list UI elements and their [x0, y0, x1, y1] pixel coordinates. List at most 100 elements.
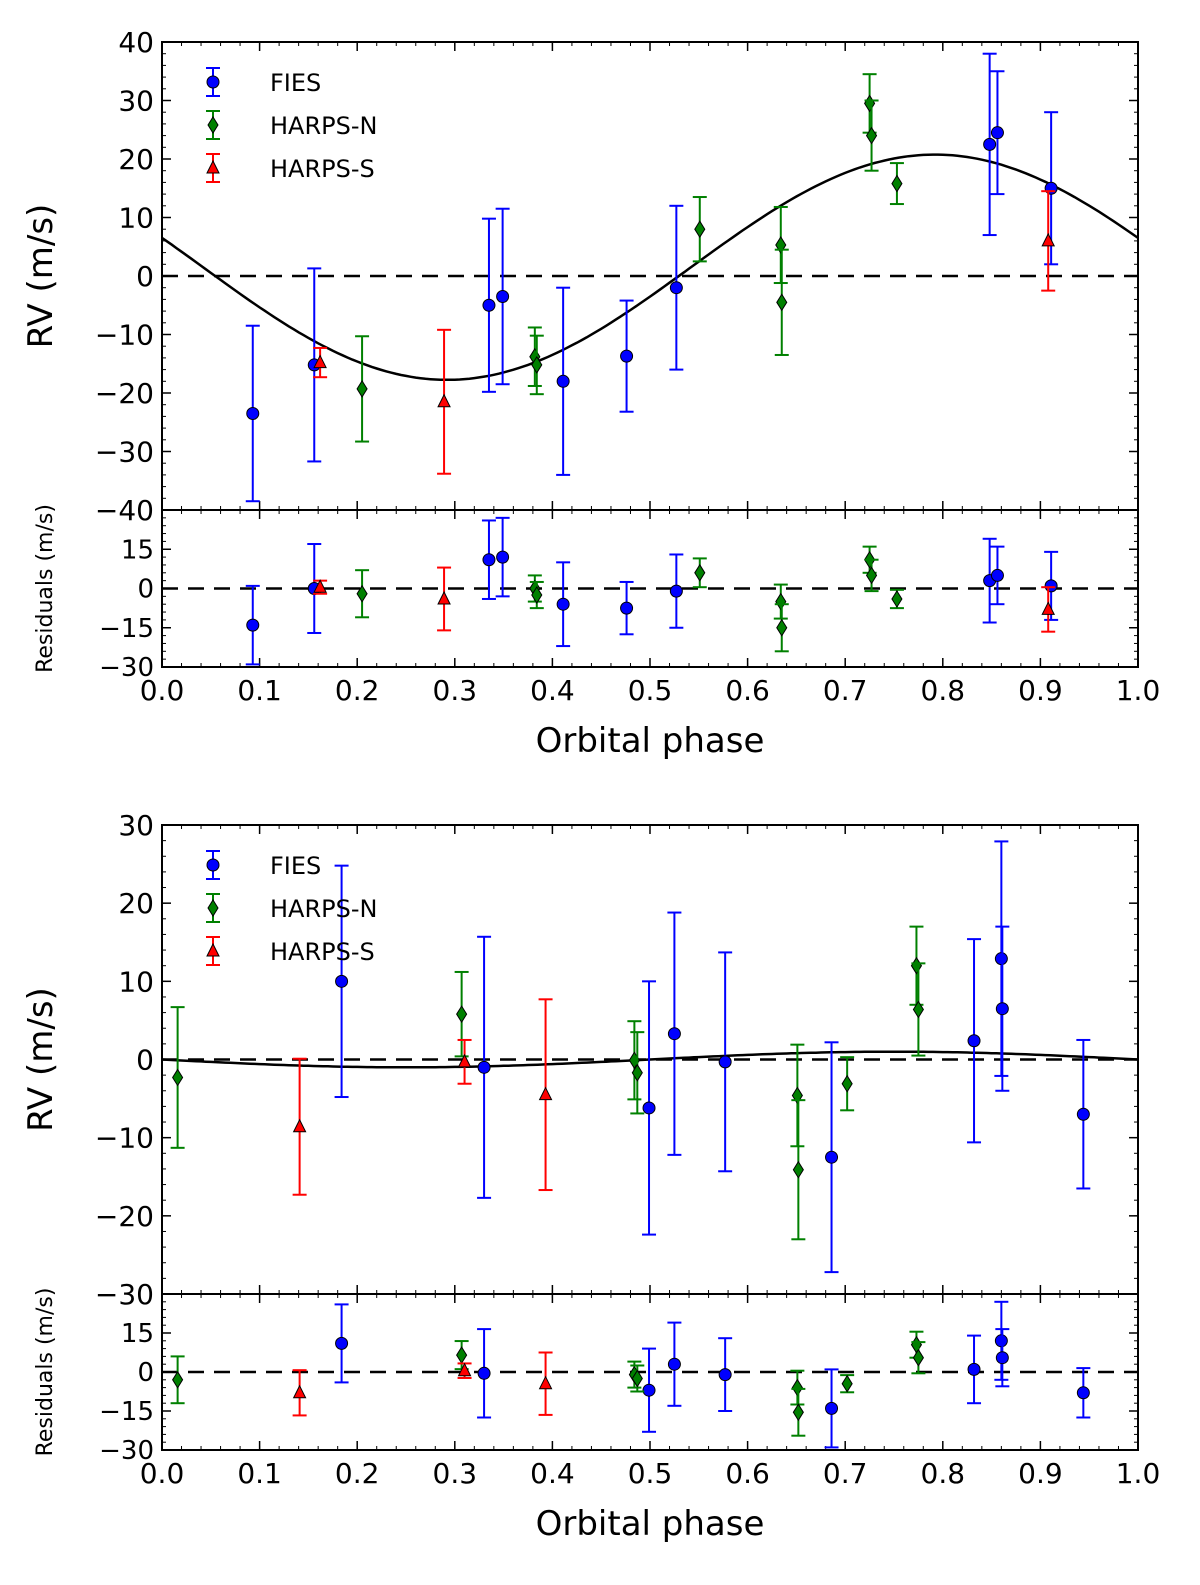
legend-label: HARPS-N	[270, 895, 377, 923]
rv-point-marker	[792, 1160, 804, 1179]
legend-marker-harps-s-marker	[206, 159, 220, 174]
rv-point-marker	[667, 1027, 681, 1041]
rv-point-marker	[776, 293, 788, 312]
y-axis-title: RV (m/s)	[21, 204, 61, 349]
residual-point-marker	[1076, 1386, 1090, 1400]
residual-axis-title: Residuals (m/s)	[33, 504, 58, 673]
rv-point-marker	[531, 355, 543, 374]
rv-point-marker	[864, 94, 876, 113]
rv-point-marker	[694, 220, 706, 239]
y-tick-label: 0	[136, 260, 154, 293]
rv-point-marker	[457, 1053, 472, 1068]
rv-point-marker	[292, 1118, 307, 1133]
residual-y-tick-label: 15	[121, 1319, 154, 1349]
legend: FIES HARPS-N HARPS-S	[206, 67, 377, 183]
rv-point-marker	[1076, 1107, 1090, 1121]
x-axis-title: Orbital phase	[536, 1504, 765, 1544]
residual-point-marker	[531, 586, 543, 604]
legend-marker-harps-n-marker	[207, 116, 219, 134]
rv-point-marker	[246, 406, 260, 420]
residual-point-marker	[841, 1374, 853, 1393]
rv-point-marker	[313, 354, 327, 369]
residual-point-marker	[631, 1369, 643, 1388]
series-harps-s	[313, 190, 1056, 633]
x-tick-label: 0.0	[140, 1457, 185, 1490]
y-tick-label: 0	[136, 1044, 154, 1077]
rv-point-marker	[669, 281, 683, 295]
rv-point-marker	[841, 1074, 853, 1093]
x-tick-label: 0.1	[237, 674, 282, 707]
rv-point-marker	[477, 1060, 491, 1074]
residual-y-tick-label: 0	[137, 575, 154, 605]
residual-y-tick-label: −30	[99, 1436, 154, 1466]
series-harps-n	[170, 925, 926, 1437]
residual-point-marker	[477, 1366, 491, 1380]
legend-marker-harps-n-marker	[207, 899, 219, 917]
residual-point-marker	[694, 563, 706, 582]
y-tick-label: −40	[95, 494, 154, 527]
residual-y-tick-label: −15	[99, 614, 154, 644]
x-tick-label: 0.6	[725, 1457, 770, 1490]
x-axis-title: Orbital phase	[536, 721, 765, 761]
residual-point-marker	[556, 597, 570, 611]
residual-point-marker	[910, 1335, 923, 1354]
residual-y-tick-label: 0	[137, 1358, 154, 1388]
legend-marker-harps-s-marker	[206, 942, 220, 957]
x-tick-label: 0.8	[921, 1457, 966, 1490]
residual-point-marker	[667, 1357, 681, 1371]
rv-point-marker	[642, 1101, 656, 1115]
residual-point-marker	[995, 1351, 1009, 1365]
legend-label: HARPS-N	[270, 112, 377, 140]
y-tick-label: 30	[118, 85, 154, 118]
residual-point-marker	[825, 1401, 839, 1415]
y-tick-label: −20	[95, 1200, 154, 1233]
y-tick-label: 20	[118, 887, 154, 920]
residual-axis-title: Residuals (m/s)	[33, 1288, 58, 1457]
residual-point-marker	[1044, 579, 1058, 593]
residual-point-marker	[865, 566, 878, 585]
legend: FIES HARPS-N HARPS-S	[206, 850, 377, 966]
x-tick-label: 0.5	[628, 674, 673, 707]
rv-point-marker	[1041, 232, 1056, 247]
residual-point-marker	[246, 618, 260, 632]
rv-point-marker	[437, 393, 451, 408]
rv-axes: 40 30 20 10 0 −10 −20 −30 −40	[95, 26, 1139, 527]
residual-point-marker	[482, 553, 496, 567]
x-tick-label: 1.0	[1116, 674, 1161, 707]
series-fies	[334, 840, 1091, 1449]
x-tick-label: 0.5	[628, 1457, 673, 1490]
rv-point-marker	[912, 1000, 924, 1019]
legend-label: FIES	[270, 852, 321, 880]
rv-point-marker	[1044, 181, 1058, 195]
y-tick-label: 10	[118, 965, 154, 998]
x-tick-label: 0.3	[433, 674, 478, 707]
residual-point-marker	[356, 584, 368, 603]
rv-point-marker	[967, 1034, 981, 1048]
residual-point-marker	[437, 590, 451, 605]
residual-y-tick-label: −30	[99, 653, 154, 683]
rv-point-marker	[983, 137, 997, 151]
rv-point-marker	[482, 298, 496, 312]
rv-point-marker	[910, 956, 923, 975]
y-tick-label: −30	[95, 436, 154, 469]
residual-point-marker	[792, 1403, 804, 1422]
residual-point-marker	[891, 590, 903, 608]
rv-point-marker	[718, 1055, 732, 1069]
rv-point-marker	[620, 349, 634, 363]
residual-point-marker	[172, 1370, 184, 1389]
x-tick-label: 0.9	[1018, 674, 1063, 707]
y-tick-label: −20	[95, 377, 154, 410]
x-tick-label: 0.7	[823, 674, 868, 707]
y-tick-label: 20	[118, 143, 154, 176]
residual-point-marker	[496, 550, 510, 564]
residual-point-marker	[456, 1346, 468, 1365]
legend-label: HARPS-S	[270, 155, 375, 183]
rv-point-marker	[865, 126, 878, 145]
y-tick-label: −30	[95, 1278, 154, 1311]
rv-point-marker	[631, 1063, 643, 1082]
rv-point-marker	[172, 1068, 184, 1087]
x-tick-label: 0.4	[530, 1457, 575, 1490]
rv-point-marker	[538, 1086, 553, 1101]
